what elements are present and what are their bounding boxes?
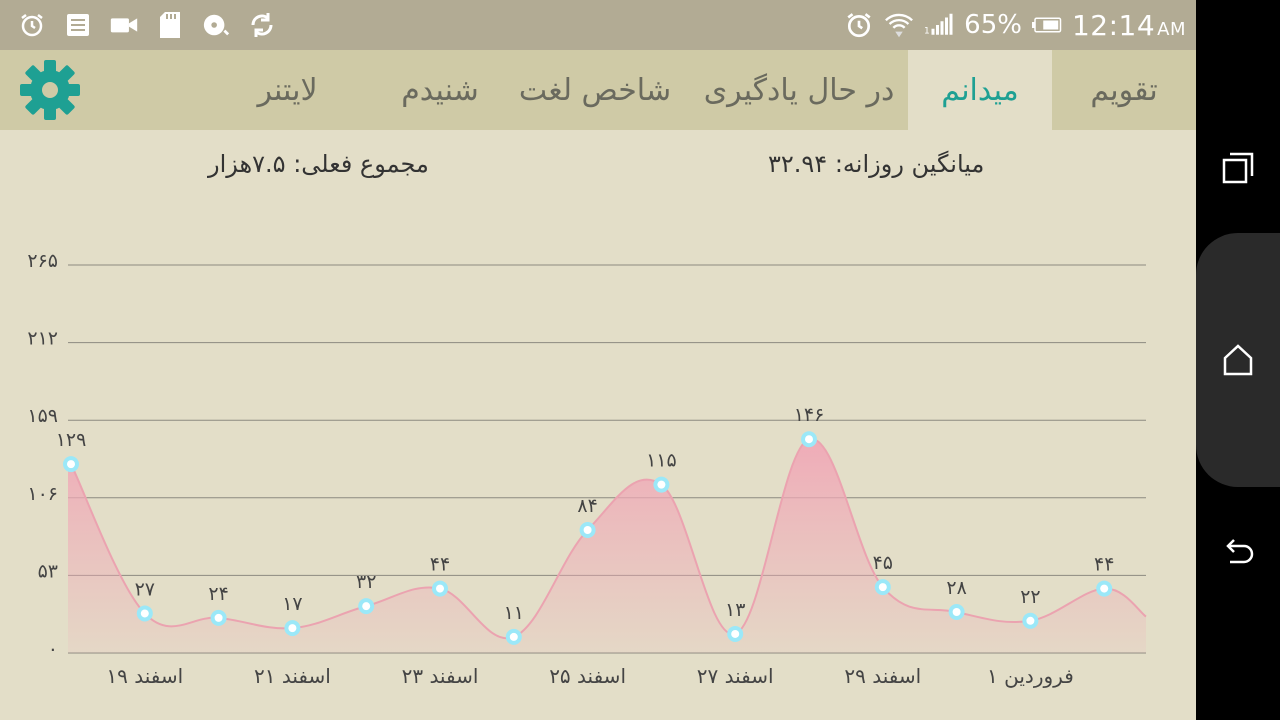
alarm-icon	[18, 11, 46, 39]
tab-bar: تقویم میدانم در حال یادگیری شاخص لغت شنی…	[0, 50, 1196, 130]
x-tick-label: ۲۱ اسفند	[254, 664, 331, 688]
tab-learning[interactable]: در حال یادگیری	[703, 72, 895, 108]
svg-text:1: 1	[924, 26, 930, 36]
data-point-center	[288, 624, 297, 633]
nav-pill	[1196, 233, 1280, 487]
x-tick-label: ۱ فروردین	[987, 664, 1074, 688]
clock: 12:14 AM	[1072, 9, 1186, 42]
notification-icons	[18, 8, 276, 42]
home-button[interactable]	[1216, 338, 1260, 382]
current-total: مجموع فعلی: ۷.۵هزار	[208, 150, 429, 178]
data-point-center	[67, 460, 75, 469]
back-icon	[1226, 539, 1254, 564]
data-point-center	[731, 629, 740, 638]
data-label: ۴۴	[1094, 554, 1114, 576]
data-label: ۱۱۵	[646, 450, 677, 472]
video-camera-icon	[110, 11, 138, 39]
x-tick-label: ۱۹ اسفند	[106, 664, 183, 688]
sd-card-icon	[156, 11, 184, 39]
data-label: ۴۴	[430, 554, 450, 576]
data-point-center	[583, 526, 592, 535]
data-label: ۱۴۶	[794, 404, 825, 426]
gear-icon	[20, 60, 80, 120]
data-point-center	[952, 608, 961, 617]
data-point-center	[657, 480, 666, 489]
system-nav-bar	[1196, 0, 1280, 720]
y-tick-label: ۱۵۹	[27, 405, 58, 427]
daily-average: میانگین روزانه: ۳۲.۹۴	[768, 150, 985, 178]
status-bar: 1 65% 12:14 AM	[0, 0, 1196, 50]
data-point-center	[878, 583, 887, 592]
tab-calendar[interactable]: تقویم	[1090, 72, 1158, 108]
x-tick-label: ۲۷ اسفند	[697, 664, 774, 688]
alarm-icon	[844, 10, 874, 40]
recent-apps-button[interactable]	[1216, 146, 1260, 190]
y-tick-label: ۲۱۲	[27, 328, 58, 350]
data-label: ۱۲۹	[56, 429, 87, 451]
tab-known[interactable]: میدانم	[908, 50, 1052, 130]
tab-leitner[interactable]: لایتنر	[257, 72, 318, 108]
wifi-icon	[884, 10, 914, 40]
y-tick-label: ۲۶۵	[27, 250, 58, 272]
data-label: ۱۷	[282, 593, 302, 615]
data-label: ۲۷	[135, 578, 155, 600]
data-point-center	[805, 435, 813, 444]
data-point-center	[436, 584, 444, 593]
x-tick-label: ۲۹ اسفند	[844, 664, 921, 688]
x-tick-label: ۲۵ اسفند	[549, 664, 626, 688]
data-point-center	[140, 609, 149, 618]
home-icon	[1223, 344, 1253, 376]
signal-icon: 1	[924, 10, 954, 40]
tab-heard[interactable]: شنیدم	[401, 72, 479, 108]
data-label: ۳۲	[356, 571, 376, 593]
back-button[interactable]	[1216, 530, 1260, 574]
data-label: ۲۸	[946, 577, 966, 599]
data-label: ۲۴	[208, 583, 228, 605]
document-icon	[64, 11, 92, 39]
data-label: ۱۱	[504, 602, 524, 624]
clock-ampm: AM	[1157, 18, 1186, 40]
sync-icon	[248, 11, 276, 39]
data-point-center	[1026, 616, 1035, 625]
data-label: ۱۳	[725, 599, 745, 621]
y-tick-label: ۱۰۶	[27, 483, 58, 505]
system-status: 1 65% 12:14 AM	[844, 0, 1186, 50]
known-words-chart: ۰ ۵۳ ۱۰۶ ۱۵۹ ۲۱۲ ۲۶۵ ۱۲۹ ۲۷ ۲۴ ۱۷ ۳۲ ۴۴ ۱۱ ۸۴ ۱۱۵ ۱۳ ۱۴…	[27, 250, 1147, 688]
data-point-center	[1100, 584, 1109, 593]
disc-sync-icon	[202, 11, 230, 39]
x-tick-label: ۲۳ اسفند	[402, 664, 479, 688]
y-tick-label: ۵۳	[38, 560, 58, 582]
data-label: ۴۵	[873, 552, 893, 574]
clock-time: 12:14	[1071, 8, 1156, 42]
data-point-center	[509, 632, 518, 641]
tab-word-index[interactable]: شاخص لغت	[518, 72, 672, 108]
data-point-center	[214, 613, 223, 622]
recent-apps-icon	[1222, 152, 1254, 184]
y-tick-label: ۰	[48, 638, 58, 660]
battery-percent: 65%	[964, 10, 1022, 40]
data-label: ۲۲	[1020, 586, 1040, 608]
data-label: ۸۴	[577, 495, 597, 517]
series-area	[68, 438, 1146, 653]
settings-button[interactable]	[18, 58, 82, 122]
battery-icon	[1031, 10, 1062, 40]
data-point-center	[362, 602, 371, 611]
